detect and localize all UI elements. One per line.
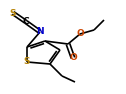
Text: C: C: [23, 17, 29, 27]
Text: S: S: [24, 58, 30, 66]
Text: N: N: [36, 28, 44, 36]
Text: S: S: [10, 8, 16, 17]
Text: O: O: [76, 30, 84, 39]
Text: O: O: [69, 53, 77, 63]
